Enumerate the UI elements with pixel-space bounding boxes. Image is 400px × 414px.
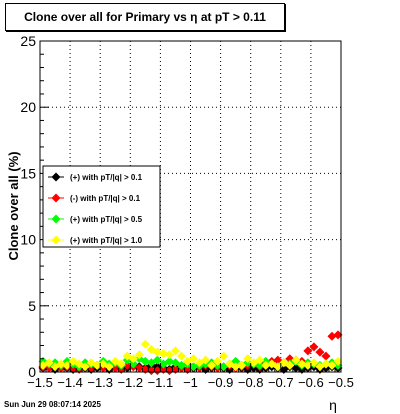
data-point [62,360,72,370]
y-axis-ticks: 0 5 10 15 20 25 [20,33,49,380]
data-point [92,360,102,370]
data-point [219,351,229,361]
legend-label: (+) with pT/|q| > 1.0 [70,236,143,245]
x-tick-label: −0.7 [268,375,294,390]
data-point [152,347,162,357]
data-point [44,358,54,368]
x-tick-label: −1.1 [148,375,174,390]
legend-box [42,165,161,248]
data-point [164,356,174,366]
data-point [303,346,313,356]
data-point [152,366,162,376]
data-point [297,359,307,369]
x-tick-label: −1.4 [57,375,83,390]
data-point [56,359,66,369]
data-point [207,360,217,370]
data-point [321,359,331,369]
series-3 [38,339,343,372]
data-point [164,350,174,360]
data-point [333,330,343,340]
data-point [255,355,265,365]
data-point [170,346,180,356]
data-point [104,362,114,372]
y-tick-label: 5 [28,298,36,314]
data-point [321,351,331,361]
x-tick-label: −1.5 [27,375,53,390]
data-series [38,330,343,376]
data-point [152,355,162,365]
chart-title: Clone over all for Primary vs η at pT > … [24,10,266,24]
x-tick-label: −0.9 [208,375,234,390]
x-tick-label: −1 [183,375,198,390]
data-point [327,360,337,370]
data-point [140,339,150,349]
y-tick-label: 25 [20,33,36,49]
data-point [291,355,301,365]
data-point [237,360,247,370]
data-point [164,366,174,376]
legend-label: (+) with pT/|q| > 0.5 [70,215,143,224]
data-point [261,360,271,370]
data-point [327,331,337,341]
timestamp: Sun Jun 29 08:07:14 2025 [4,400,101,409]
x-tick-label: −1.2 [117,375,143,390]
data-point [134,363,144,373]
x-axis-ticks: −1.5 −1.4 −1.3 −1.2 −1.1 −1 −0.9 −0.8 −0.7 −0.6 −0… [27,363,354,390]
data-point [189,354,199,364]
data-point [315,347,325,357]
data-point [176,360,186,370]
data-point [128,354,138,364]
x-tick-label: −0.5 [328,375,354,390]
data-point [201,355,211,365]
legend-marker [51,235,61,245]
data-point [285,360,295,370]
data-point [213,356,223,366]
data-point [176,351,186,361]
legend-marker [51,193,61,203]
x-tick-label: −0.8 [238,375,264,390]
data-point [189,362,199,372]
x-axis-label: η [329,397,337,413]
data-point [231,362,241,372]
legend: (+) with pT/|q| > 0.1 (-) with pT/|q| > 0… [42,165,161,248]
x-tick-label: −1.3 [87,375,113,390]
data-point [116,359,126,369]
legend-marker [51,172,61,182]
legend-label: (+) with pT/|q| > 0.1 [70,173,143,182]
y-tick-label: 20 [20,99,36,115]
data-point [128,359,138,369]
data-point [333,356,343,366]
data-point [80,362,90,372]
data-point [134,350,144,360]
data-point [309,358,319,368]
data-point [243,354,253,364]
data-point [122,360,132,370]
data-point [158,348,168,358]
data-point [140,356,150,366]
data-point [309,342,319,352]
legend-label: (-) with pT/|q| > 0.1 [70,194,141,203]
data-point [146,366,156,376]
x-tick-label: −0.6 [298,375,324,390]
legend-marker [51,214,61,224]
y-axis-label: Clone over all (%) [6,151,21,260]
y-tick-label: 15 [20,165,36,181]
y-tick-label: 0 [28,364,36,380]
title-box: Clone over all for Primary vs η at pT > … [5,3,285,31]
y-tick-label: 10 [20,232,36,248]
data-point [273,362,283,372]
